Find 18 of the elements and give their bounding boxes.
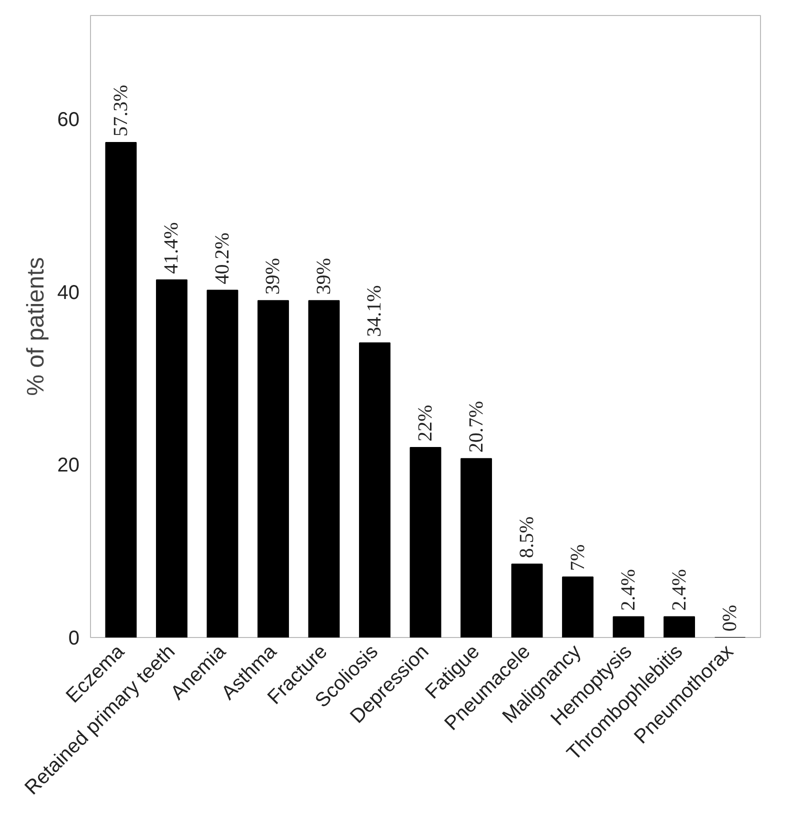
data-label: 40.2% (211, 232, 234, 284)
y-tick-label: 20 (57, 454, 80, 477)
data-label: 57.3% (110, 84, 132, 136)
y-tick-label: 0 (68, 628, 80, 650)
data-label: 7% (566, 544, 589, 572)
data-label: 2.4% (668, 569, 690, 611)
data-label: 34.1% (364, 285, 386, 337)
data-label: 2.4% (618, 569, 640, 611)
data-label: 39% (312, 258, 335, 295)
data-label: 41.4% (160, 222, 183, 274)
y-tick-label: 60 (57, 109, 80, 132)
data-label: 22% (414, 404, 436, 442)
data-label: 39% (262, 258, 284, 295)
y-axis-title: % of patients (22, 257, 50, 396)
data-label: 20.7% (465, 401, 488, 453)
data-label: 8.5% (516, 516, 538, 558)
data-label: 0% (719, 604, 742, 632)
y-tick-label: 40 (57, 282, 80, 304)
